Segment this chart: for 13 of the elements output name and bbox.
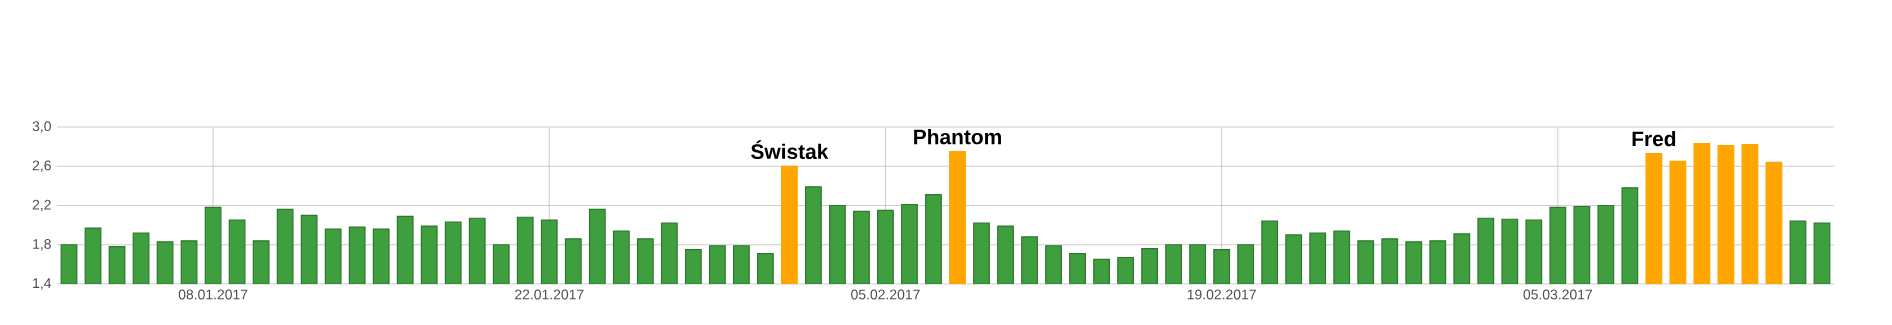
- y-tick-label: 2,2: [32, 199, 51, 212]
- y-tick-label: 1,8: [33, 238, 51, 251]
- x-tick-label: 05.02.2017: [851, 289, 920, 300]
- y-tick-label: 3,0: [32, 121, 51, 133]
- x-tick-label: 22.01.2017: [515, 289, 584, 300]
- y-tick-label: 2,6: [32, 160, 51, 173]
- annotation: Phantom: [914, 128, 1001, 145]
- x-tick-label: 19.02.2017: [1187, 289, 1256, 300]
- x-tick-label: 05.03.2017: [1523, 289, 1593, 300]
- annotation: Fred: [1632, 130, 1676, 147]
- x-tick-label: 08.01.2017: [178, 289, 248, 300]
- annotation: Świstak: [751, 140, 829, 160]
- y-tick-label: 1,4: [33, 278, 52, 290]
